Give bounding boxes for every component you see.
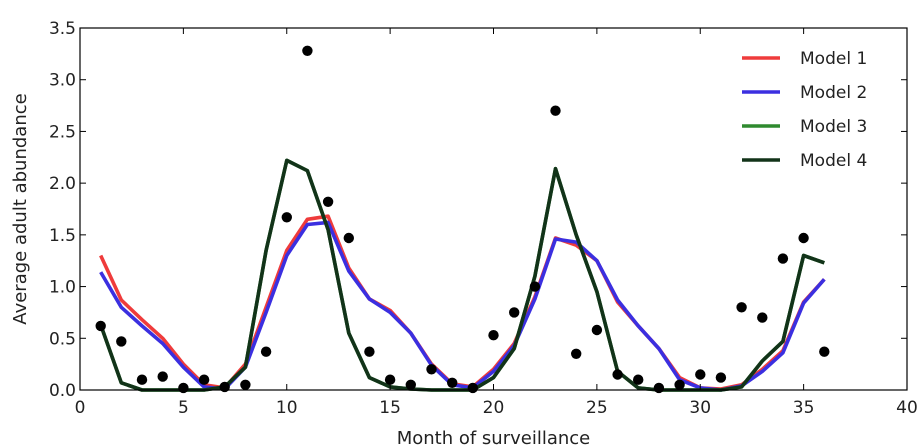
observed-point (509, 307, 520, 318)
observed-point (798, 232, 809, 244)
legend-entry-label: Model 1 (800, 49, 867, 69)
observed-point (95, 320, 106, 332)
y-tick-label: 2.0 (49, 174, 76, 194)
y-tick-label: 2.5 (49, 122, 76, 142)
observed-point (426, 364, 437, 375)
legend: Model 1 Model 2 Model 3 Model 4 (742, 49, 867, 171)
x-tick-label: 10 (276, 398, 298, 418)
x-tick-label: 35 (793, 398, 815, 418)
observed-point (157, 371, 168, 382)
y-tick-label: 3.0 (49, 71, 76, 91)
y-axis-label: Average adult abundance (10, 93, 31, 324)
observed-point (550, 105, 561, 116)
observed-point (343, 232, 354, 244)
observed-point (384, 374, 396, 385)
observed-point (591, 324, 603, 336)
observed-point (364, 346, 375, 357)
legend-entry-label: Model 2 (800, 83, 867, 103)
observed-point (281, 212, 292, 223)
x-tick-label: 15 (379, 398, 401, 418)
y-tick-label: 1.5 (49, 226, 76, 246)
legend-entry-label: Model 4 (800, 151, 867, 171)
x-axis-label: Month of surveillance (397, 428, 591, 447)
observed-point (653, 382, 665, 394)
observed-point (715, 372, 727, 383)
observed-point (633, 374, 644, 385)
observed-point (819, 346, 830, 357)
y-tick-label: 1.0 (49, 278, 76, 298)
observed-point (240, 379, 251, 390)
legend-entry-label: Model 3 (800, 117, 867, 137)
y-tick-label: 3.5 (49, 19, 76, 39)
x-tick-label: 20 (483, 398, 505, 418)
observed-point (695, 369, 706, 380)
observed-point (322, 196, 334, 207)
x-tick-label: 25 (586, 398, 608, 418)
y-tick-label: 0.5 (49, 329, 76, 349)
observed-point (447, 377, 458, 388)
tick-layer: 0 5 10 15 20 25 30 35 40 0.0 0.5 1.0 1.5 2.0 2.5 3.0 3.5 (49, 19, 918, 418)
observed-point (529, 281, 541, 292)
x-tick-label: 40 (896, 398, 918, 418)
observed-point (467, 382, 478, 394)
observed-point (136, 374, 148, 385)
observed-point (736, 302, 747, 313)
x-tick-label: 0 (75, 398, 86, 418)
x-tick-label: 5 (178, 398, 189, 418)
y-tick-label: 0.0 (49, 381, 76, 401)
observed-point (116, 336, 127, 347)
observed-point (260, 346, 272, 357)
observed-point (488, 330, 499, 341)
observed-point (777, 253, 789, 264)
observed-point (198, 374, 210, 385)
observed-point (674, 379, 685, 390)
observed-point (302, 45, 313, 56)
observed-point (757, 312, 768, 323)
observed-point (571, 348, 582, 359)
observed-point (405, 379, 416, 390)
observed-point (612, 369, 623, 380)
x-tick-label: 30 (689, 398, 711, 418)
